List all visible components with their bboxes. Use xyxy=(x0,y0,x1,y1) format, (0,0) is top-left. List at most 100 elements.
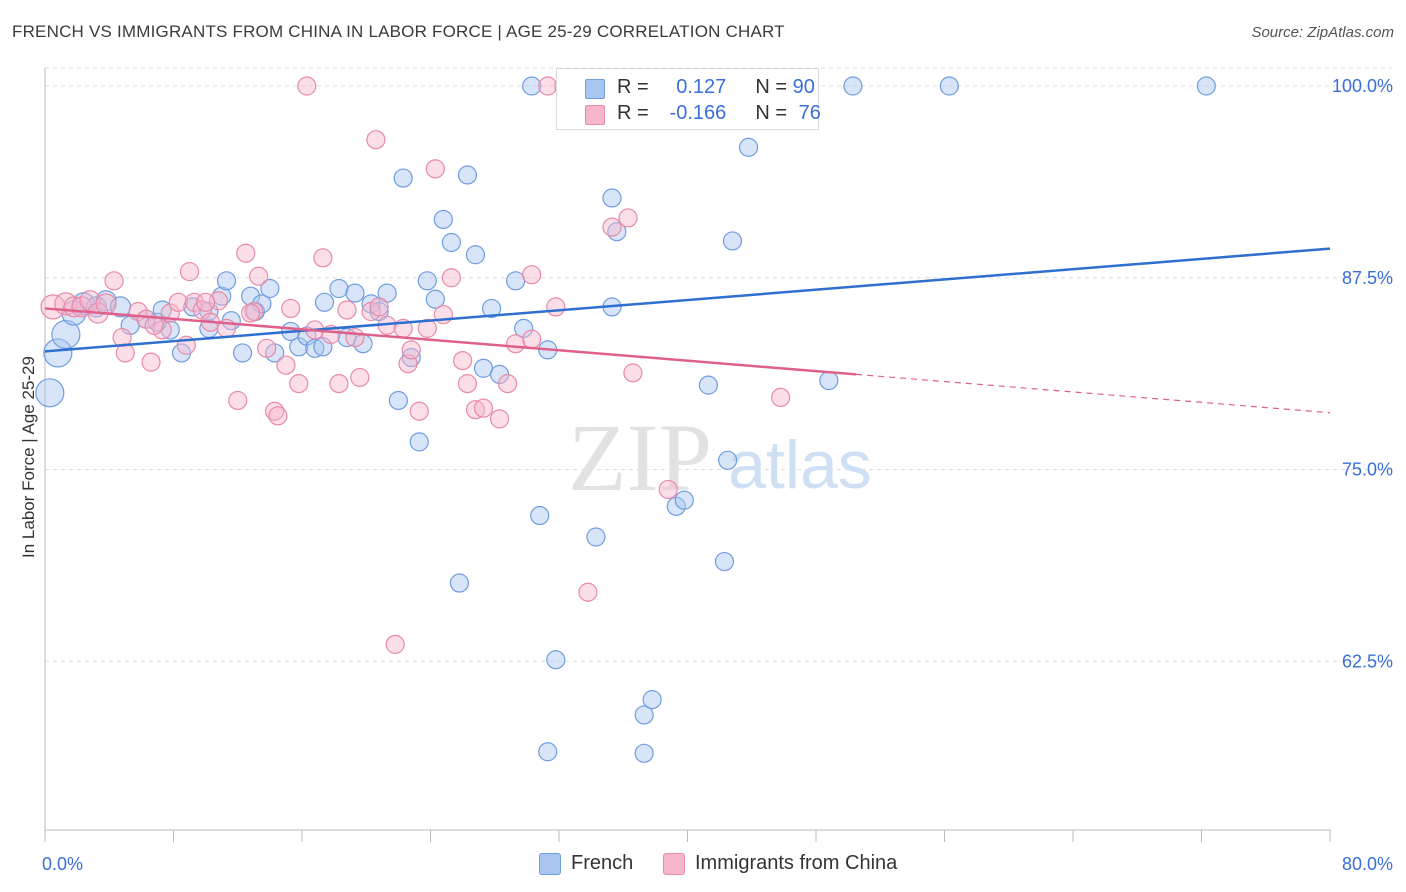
china-trend-line xyxy=(44,307,857,376)
french-point xyxy=(819,370,839,391)
y-tick-label: 62.5% xyxy=(1342,651,1393,671)
french-point xyxy=(260,278,280,299)
china-point xyxy=(409,401,429,421)
china-point xyxy=(313,248,333,268)
french-point xyxy=(43,338,73,368)
n-label: N = xyxy=(755,76,788,98)
china-point xyxy=(366,130,386,150)
french-point xyxy=(314,292,335,312)
china-point xyxy=(249,266,269,286)
french-trend-line xyxy=(44,247,1331,353)
french-point xyxy=(433,209,453,230)
french-swatch xyxy=(585,79,605,99)
china-point xyxy=(489,409,510,429)
china-point xyxy=(184,292,204,312)
french-point xyxy=(465,245,486,265)
french-point xyxy=(538,742,558,762)
y-tick-label: 75.0% xyxy=(1342,460,1393,480)
trend-lines xyxy=(44,247,1331,414)
watermark: ZIP atlas xyxy=(568,404,872,511)
china-point xyxy=(401,340,421,360)
r-label: R = xyxy=(617,76,649,98)
china-point xyxy=(623,363,643,383)
french-point xyxy=(642,690,662,710)
china-point xyxy=(179,262,200,282)
french-point xyxy=(417,271,437,291)
china-point xyxy=(276,355,296,375)
chart-title: FRENCH VS IMMIGRANTS FROM CHINA IN LABOR… xyxy=(12,22,785,41)
china-point xyxy=(522,265,542,285)
french-point xyxy=(674,490,694,510)
china-point xyxy=(236,243,256,263)
source-note: Source: ZipAtlas.com xyxy=(1251,24,1394,41)
china-point xyxy=(337,300,357,320)
french-point xyxy=(714,551,735,572)
french-point xyxy=(345,283,365,303)
french-point xyxy=(473,358,494,378)
french-point xyxy=(393,168,413,188)
french-point xyxy=(329,278,349,299)
china-point xyxy=(473,398,494,418)
french-point xyxy=(722,231,743,251)
french-point xyxy=(216,271,237,291)
french-point xyxy=(546,650,566,670)
french-point xyxy=(522,76,542,96)
china-point xyxy=(506,334,526,354)
china-point xyxy=(771,387,791,408)
china-point xyxy=(345,327,365,348)
china-point xyxy=(618,208,638,228)
china-point xyxy=(289,374,309,394)
y-tick-label: 100.0% xyxy=(1332,76,1393,96)
x-tick-label: 80.0% xyxy=(1342,854,1393,874)
french-point xyxy=(241,286,261,306)
china-point xyxy=(244,301,264,322)
china-point xyxy=(79,290,101,312)
axes xyxy=(44,68,1331,842)
china-legend-label: Immigrants from China xyxy=(695,852,898,874)
china-point xyxy=(546,297,566,317)
french-point xyxy=(718,450,738,470)
china-point xyxy=(228,390,248,411)
watermark-zip: ZIP xyxy=(568,404,712,511)
china-point xyxy=(658,479,678,500)
china-swatch xyxy=(585,105,605,125)
china-point xyxy=(457,374,478,394)
french-legend-label: French xyxy=(571,852,634,874)
watermark-atlas: atlas xyxy=(728,427,872,503)
x-tick-label: 0.0% xyxy=(42,854,83,874)
china-trend-extension xyxy=(856,373,1331,414)
china-point xyxy=(453,350,473,371)
china-legend-swatch xyxy=(663,853,685,875)
tick-labels: 100.0% 87.5% 75.0% 62.5% 0.0% 80.0% xyxy=(42,76,1393,874)
china-point xyxy=(329,374,349,394)
china-point xyxy=(104,271,124,291)
french-point xyxy=(388,390,408,411)
n-value-french: 90 xyxy=(792,76,815,98)
china-point xyxy=(268,406,288,426)
french-point xyxy=(634,743,654,763)
china-point xyxy=(281,298,301,319)
china-point xyxy=(522,329,542,349)
china-point xyxy=(241,303,261,323)
french-point xyxy=(939,76,959,96)
french-point xyxy=(634,705,654,725)
stats-legend: R = 0.127 N = 90 R = -0.166 N = 76 xyxy=(556,68,821,130)
french-point xyxy=(738,137,759,157)
china-point xyxy=(441,268,461,288)
gridlines xyxy=(45,67,1392,662)
french-point xyxy=(289,337,309,357)
n-value-china: 76 xyxy=(798,102,821,124)
french-point xyxy=(506,271,526,291)
china-point xyxy=(350,367,370,388)
french-point xyxy=(409,432,429,452)
china-point xyxy=(417,318,437,338)
china-point xyxy=(257,338,277,358)
french-point xyxy=(586,527,606,547)
french-point xyxy=(530,505,550,526)
china-point xyxy=(602,217,622,237)
china-point xyxy=(465,400,486,420)
r-value-china: -0.166 xyxy=(669,102,727,124)
china-point xyxy=(112,327,132,348)
french-point xyxy=(1196,76,1216,96)
